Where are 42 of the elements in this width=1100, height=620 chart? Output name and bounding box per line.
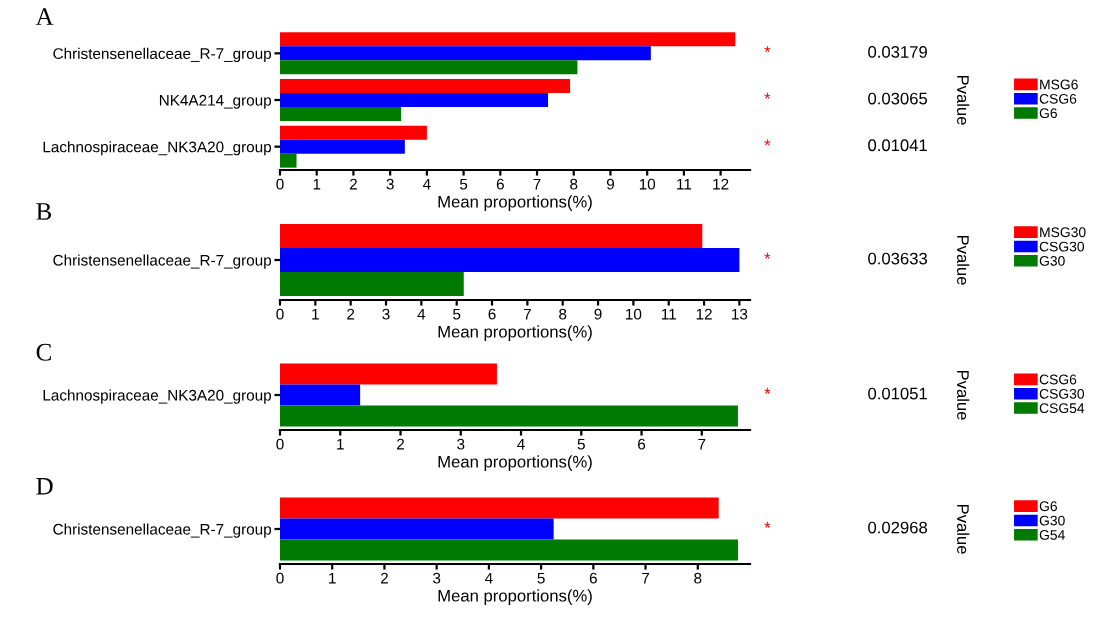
text: 0.03179 (868, 46, 927, 58)
bar (280, 79, 571, 93)
text: 0.03633 (868, 252, 928, 265)
text: * (764, 521, 771, 528)
bar (280, 32, 736, 47)
text: * (764, 252, 771, 259)
x-axis-title: Mean proportions(%) (438, 589, 592, 605)
bar (280, 93, 549, 107)
text: 0.03065 (868, 92, 928, 105)
bar (280, 46, 651, 61)
bar (280, 497, 719, 519)
bar (280, 60, 578, 75)
x-axis-title: Mean proportions(%) (438, 195, 592, 211)
y2-axis-title: Pvalue (957, 370, 970, 420)
bar (280, 125, 427, 140)
y2-axis-title: Pvalue (957, 75, 970, 125)
text: * (764, 139, 771, 146)
bar (280, 107, 402, 121)
bar (280, 248, 740, 272)
x-axis-title: Mean proportions(%) (438, 455, 592, 471)
y2-axis-title: Pvalue (957, 235, 970, 285)
text: 0.01051 (868, 387, 927, 400)
bar (280, 363, 497, 385)
bar (280, 153, 297, 168)
bar (280, 384, 361, 406)
text: 0.01041 (868, 139, 927, 152)
bar (280, 405, 738, 427)
y2-axis-title: Pvalue (957, 504, 970, 554)
bar (280, 139, 405, 154)
text: 0.02968 (868, 521, 928, 534)
text: * (764, 92, 771, 99)
bar (280, 518, 554, 540)
text: * (764, 387, 771, 394)
text: C (36, 343, 51, 361)
bar (280, 272, 464, 296)
x-axis-title: Mean proportions(%) (438, 325, 592, 341)
text: * (764, 46, 771, 53)
text: D (36, 478, 53, 495)
text: B (36, 203, 52, 220)
text: A (35, 8, 54, 25)
bar (280, 539, 738, 561)
bar (280, 224, 703, 248)
